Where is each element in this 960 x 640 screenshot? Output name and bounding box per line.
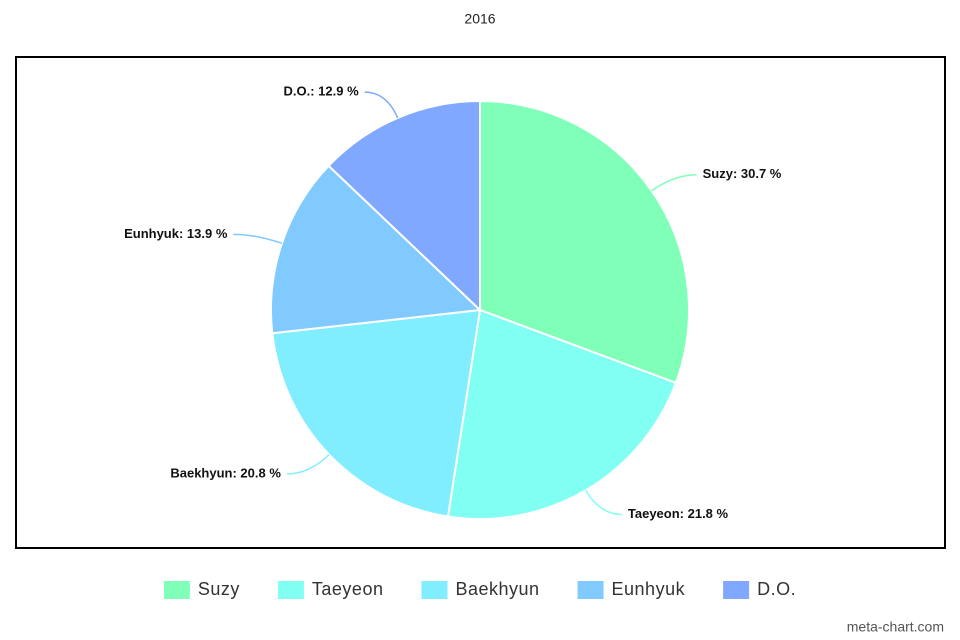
pie-slice bbox=[270, 164, 483, 335]
legend-swatch bbox=[421, 581, 448, 599]
legend-label: Suzy bbox=[198, 579, 240, 599]
data-label: D.O.: 12.9 % bbox=[284, 84, 360, 99]
chart-title: 2016 bbox=[464, 11, 495, 27]
watermark: meta-chart.com bbox=[847, 619, 944, 635]
data-label: Eunhyuk: 13.9 % bbox=[124, 226, 228, 241]
legend-swatch bbox=[577, 581, 604, 599]
data-label: Baekhyun: 20.8 % bbox=[170, 465, 281, 480]
label-connector bbox=[651, 174, 697, 192]
label-connector bbox=[364, 91, 399, 119]
data-label: Taeyeon: 21.8 % bbox=[628, 506, 729, 521]
legend-swatch bbox=[277, 581, 304, 599]
pie-slice bbox=[271, 308, 482, 518]
label-connector bbox=[286, 454, 330, 475]
label-connector bbox=[233, 233, 283, 245]
legend-label: D.O. bbox=[757, 579, 796, 599]
legend-label: Taeyeon bbox=[312, 579, 384, 599]
label-connector bbox=[585, 489, 622, 516]
plot-frame bbox=[15, 56, 946, 549]
data-label: Suzy: 30.7 % bbox=[703, 166, 782, 181]
legend-swatch bbox=[163, 581, 190, 599]
legend-label: Eunhyuk bbox=[612, 579, 686, 599]
pie-slice bbox=[327, 99, 481, 313]
legend-swatch bbox=[723, 581, 750, 599]
legend-label: Baekhyun bbox=[455, 579, 539, 599]
